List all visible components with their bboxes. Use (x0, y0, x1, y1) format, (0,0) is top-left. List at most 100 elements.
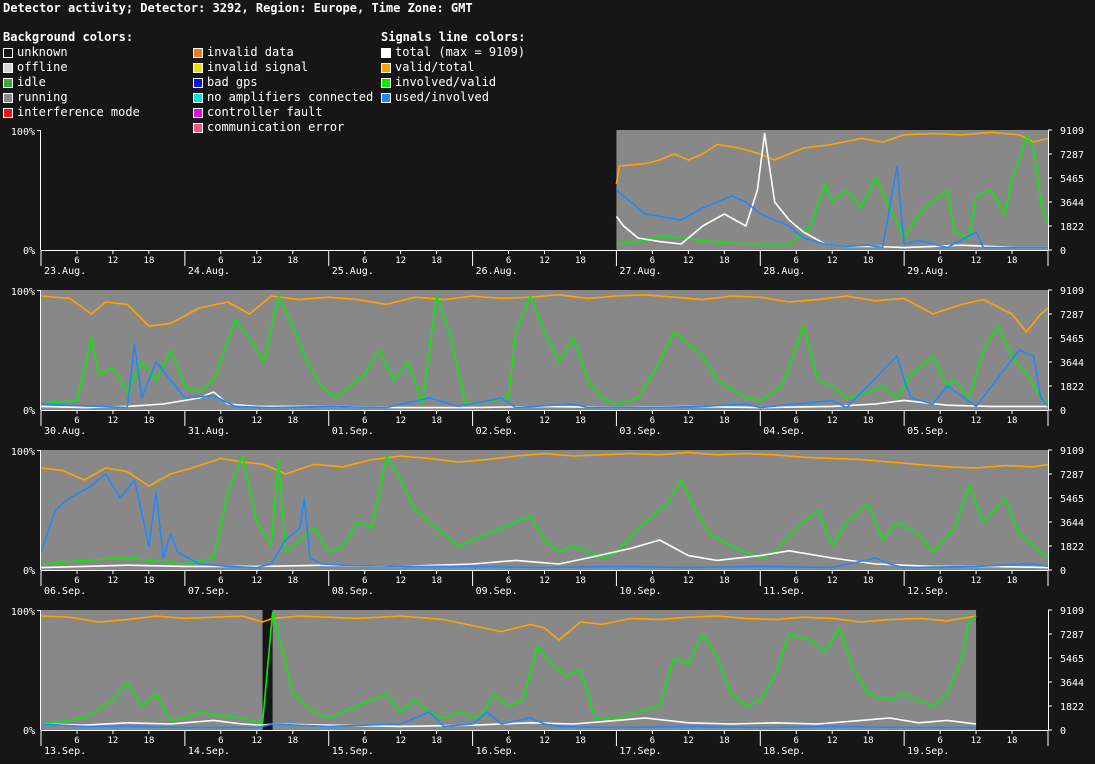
series-line-involved-valid (40, 295, 1049, 405)
hour-tick-label: 18 (719, 576, 730, 586)
hour-tick-label: 6 (506, 256, 511, 266)
legend-label: involved/valid (395, 75, 497, 89)
hour-tick-label: 12 (971, 576, 982, 586)
hour-tick-label: 12 (251, 576, 262, 586)
hour-tick-label: 12 (539, 576, 550, 586)
legend-label: running (17, 90, 68, 104)
hour-tick-label: 6 (506, 576, 511, 586)
right-axis-tick-label: 7287 (1060, 630, 1084, 641)
legend-item-invalid-signal: invalid signal (193, 60, 373, 75)
legend-item-used-involved: used/involved (381, 90, 526, 105)
hour-tick-label: 18 (431, 736, 442, 746)
hour-tick-label: 18 (575, 256, 586, 266)
hour-tick-label: 18 (143, 576, 154, 586)
day-label: 14.Sep. (188, 746, 230, 757)
hour-tick-label: 18 (863, 576, 874, 586)
hour-tick-label: 12 (971, 416, 982, 426)
swatch-idle (3, 77, 13, 88)
series-line-involved-valid (40, 455, 1049, 565)
legend-label: bad gps (207, 75, 258, 89)
hour-tick-label: 12 (539, 736, 550, 746)
right-axis-tick-label: 0 (1060, 566, 1066, 577)
hour-tick-label: 12 (251, 416, 262, 426)
right-axis-tick-label: 7287 (1060, 310, 1084, 321)
left-axis-top-label: 100% (11, 447, 35, 458)
left-axis-bottom-label: 0% (23, 246, 35, 257)
hour-tick-label: 12 (827, 256, 838, 266)
hour-tick-label: 6 (506, 416, 511, 426)
legend-item-invalid-data: invalid data (193, 45, 373, 60)
right-axis-tick-label: 5465 (1060, 174, 1084, 185)
hour-tick-label: 12 (827, 416, 838, 426)
hour-tick-label: 12 (539, 416, 550, 426)
swatch-invalid-data (193, 47, 203, 58)
swatch-unknown (3, 47, 13, 58)
left-axis-top-label: 100% (11, 287, 35, 298)
hour-tick-label: 6 (650, 416, 655, 426)
series-line-used-involved (40, 343, 1049, 409)
hour-tick-label: 18 (863, 256, 874, 266)
hour-tick-label: 18 (1007, 736, 1018, 746)
hour-tick-label: 6 (937, 416, 942, 426)
hour-tick-label: 18 (1007, 256, 1018, 266)
signals-legend: Signals line colors: total (max = 9109) … (381, 30, 526, 105)
hour-tick-label: 6 (794, 416, 799, 426)
hour-tick-label: 18 (143, 256, 154, 266)
hour-tick-label: 6 (937, 736, 942, 746)
right-axis-tick-label: 0 (1060, 246, 1066, 257)
legend-item-idle: idle (3, 75, 140, 90)
hour-tick-label: 12 (683, 736, 694, 746)
hour-tick-label: 6 (650, 736, 655, 746)
day-label: 24.Aug. (188, 266, 230, 277)
day-label: 27.Aug. (619, 266, 661, 277)
hour-tick-label: 12 (108, 256, 119, 266)
day-label: 30.Aug. (44, 426, 86, 437)
hour-tick-label: 6 (937, 576, 942, 586)
hour-tick-label: 6 (74, 256, 79, 266)
hour-tick-label: 18 (719, 416, 730, 426)
hour-tick-label: 6 (362, 256, 367, 266)
right-axis-tick-label: 1822 (1060, 222, 1084, 233)
right-axis-tick-label: 9109 (1060, 446, 1084, 457)
legend-item-interference-mode: interference mode (3, 105, 140, 120)
hour-tick-label: 12 (971, 736, 982, 746)
swatch-involved-valid (381, 77, 391, 88)
hour-tick-label: 6 (506, 736, 511, 746)
series-line-used-involved (40, 473, 1049, 569)
day-label: 29.Aug. (907, 266, 949, 277)
swatch-valid-total (381, 62, 391, 73)
swatch-invalid-signal (193, 62, 203, 73)
day-label: 02.Sep. (476, 426, 518, 437)
hour-tick-label: 18 (287, 736, 298, 746)
day-label: 07.Sep. (188, 586, 230, 597)
hour-tick-label: 12 (827, 576, 838, 586)
series-line-valid-total (615, 131, 1049, 185)
hour-tick-label: 18 (1007, 576, 1018, 586)
legend-label: offline (17, 60, 68, 74)
swatch-bad-gps (193, 77, 203, 88)
right-axis-tick-label: 3644 (1060, 678, 1084, 689)
right-axis-tick-label: 5465 (1060, 654, 1084, 665)
legend-item-running: running (3, 90, 140, 105)
legend-item-bad-gps: bad gps (193, 75, 373, 90)
hour-tick-label: 12 (395, 576, 406, 586)
legend-label: unknown (17, 45, 68, 59)
hour-tick-label: 18 (863, 736, 874, 746)
hour-tick-label: 12 (108, 416, 119, 426)
hour-tick-label: 18 (575, 576, 586, 586)
legend-item-total: total (max = 9109) (381, 45, 526, 60)
day-label: 28.Aug. (763, 266, 805, 277)
left-axis-bottom-label: 0% (23, 726, 35, 737)
running-band (41, 290, 1048, 410)
day-label: 25.Aug. (332, 266, 374, 277)
hour-tick-label: 6 (362, 736, 367, 746)
day-label: 17.Sep. (619, 746, 661, 757)
hour-tick-label: 12 (251, 256, 262, 266)
swatch-controller-fault (193, 107, 203, 118)
running-band (41, 610, 263, 730)
swatch-used-involved (381, 92, 391, 103)
hour-tick-label: 6 (362, 416, 367, 426)
right-axis-tick-label: 7287 (1060, 470, 1084, 481)
hour-tick-label: 18 (287, 416, 298, 426)
day-label: 26.Aug. (476, 266, 518, 277)
